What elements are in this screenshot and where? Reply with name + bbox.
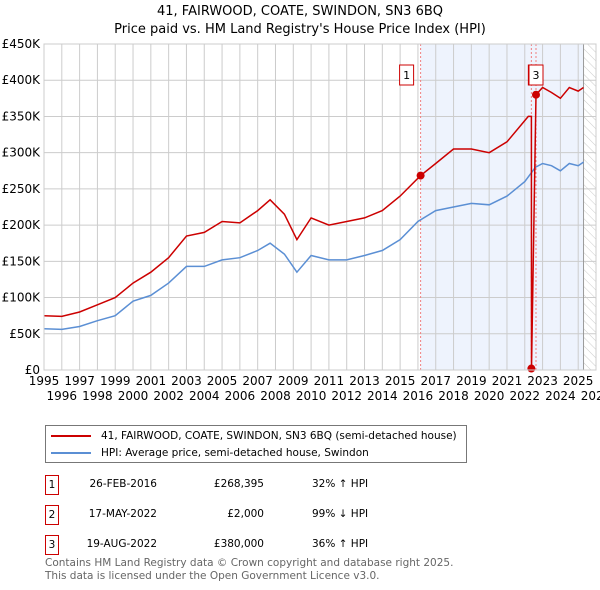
- x-tick-label: 2010: [296, 389, 327, 403]
- x-tick-label: 1996: [47, 389, 78, 403]
- future-hatch: [583, 44, 596, 370]
- footer-line: Contains HM Land Registry data © Crown c…: [45, 557, 454, 569]
- y-tick-label: £350K: [2, 109, 42, 123]
- subtitle-line: Price paid vs. HM Land Registry's House …: [114, 22, 486, 37]
- y-tick-label: £100K: [2, 291, 42, 305]
- chart-title: 41, FAIRWOOD, COATE, SWINDON, SN3 6BQ Pr…: [0, 3, 600, 39]
- series-line: [43, 161, 584, 331]
- y-tick-label: £150K: [2, 254, 42, 268]
- x-tick-label: 2001: [136, 374, 167, 388]
- x-tick-label: 2025: [563, 374, 594, 388]
- legend: 41, FAIRWOOD, COATE, SWINDON, SN3 6BQ (s…: [45, 425, 467, 463]
- x-tick-label: 1999: [100, 374, 131, 388]
- x-tick-label: 2003: [171, 374, 202, 388]
- y-tick-label: £400K: [2, 73, 42, 87]
- y-tick-label: £0: [25, 363, 40, 377]
- x-tick-label: 2024: [545, 389, 576, 403]
- x-tick-label: 2023: [527, 374, 558, 388]
- sale-period-shade: [420, 44, 584, 370]
- x-tick-label: 2014: [367, 389, 398, 403]
- chart-svg: 1995199619971998199920002001200220032004…: [2, 37, 600, 403]
- x-tick-label: 2011: [314, 374, 345, 388]
- x-tick-label: 2012: [331, 389, 362, 403]
- sale-label-box: [528, 64, 544, 86]
- table-row: 3 19-AUG-2022 £380,000 36% ↑ HPI: [45, 535, 465, 555]
- x-tick-label: 2026: [581, 389, 600, 403]
- x-tick-label: 2019: [456, 374, 487, 388]
- y-tick-label: £200K: [2, 218, 42, 232]
- x-tick-label: 2013: [349, 374, 380, 388]
- footer-line: This data is licensed under the Open Gov…: [45, 570, 380, 582]
- x-tick-label: 2002: [153, 389, 184, 403]
- y-tick-label: £300K: [2, 146, 42, 160]
- y-tick-label: £50K: [9, 327, 41, 341]
- x-tick-label: 2021: [492, 374, 523, 388]
- sale-point: [527, 364, 536, 373]
- y-tick-label: £250K: [2, 182, 42, 196]
- x-tick-label: 1997: [64, 374, 95, 388]
- sale-label: 1: [403, 69, 410, 82]
- x-tick-label: 2017: [420, 374, 451, 388]
- x-tick-label: 2008: [260, 389, 291, 403]
- sale-label-box: [399, 64, 415, 86]
- x-tick-label: 2000: [118, 389, 149, 403]
- x-tick-label: 2020: [474, 389, 505, 403]
- title-line: 41, FAIRWOOD, COATE, SWINDON, SN3 6BQ: [157, 4, 443, 19]
- x-tick-label: 1995: [29, 374, 60, 388]
- y-tick-label: £450K: [2, 37, 42, 51]
- x-tick-label: 2015: [385, 374, 416, 388]
- x-tick-label: 2004: [189, 389, 220, 403]
- x-tick-label: 2018: [438, 389, 469, 403]
- x-tick-label: 2005: [207, 374, 238, 388]
- x-tick-label: 2016: [403, 389, 434, 403]
- x-tick-label: 2007: [242, 374, 273, 388]
- sale-label: 3: [532, 69, 539, 82]
- x-tick-label: 2006: [225, 389, 256, 403]
- sale-point: [531, 90, 540, 99]
- table-row: 2 17-MAY-2022 £2,000 99% ↓ HPI: [45, 505, 465, 525]
- table-row: 1 26-FEB-2016 £268,395 32% ↑ HPI: [45, 475, 465, 495]
- x-tick-label: 2009: [278, 374, 309, 388]
- series-line: [43, 86, 584, 369]
- sale-point: [416, 171, 425, 180]
- plot-frame: [43, 43, 597, 371]
- x-tick-label: 1998: [82, 389, 113, 403]
- footer: Contains HM Land Registry data © Crown c…: [45, 557, 453, 583]
- x-tick-label: 2022: [510, 389, 541, 403]
